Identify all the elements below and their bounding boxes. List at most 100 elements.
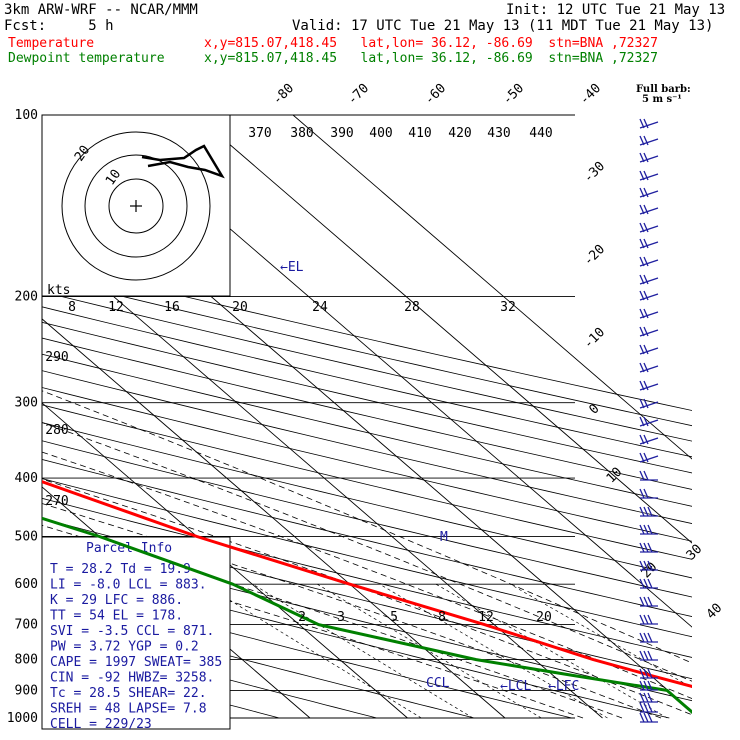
wind-barb-flag: [643, 506, 649, 517]
wind-barb-flag: [639, 170, 645, 181]
mixing-ratio-label: 3: [337, 610, 345, 625]
mixing-ratio-line: [252, 583, 474, 719]
isotherm-line: [42, 234, 603, 719]
wind-barb-flag: [639, 222, 645, 233]
pressure-label: 700: [15, 618, 38, 633]
wind-barb-flag: [647, 632, 653, 643]
wind-barb-flag: [643, 560, 649, 571]
theta-label: 390: [330, 126, 353, 141]
isotherm-label: -40: [577, 81, 604, 108]
isotherm-label: -70: [345, 81, 372, 108]
wind-barb: [639, 416, 659, 427]
barb-title: Full barb:: [636, 84, 691, 95]
wind-barb-flag: [643, 222, 649, 233]
theta-label: 370: [248, 126, 271, 141]
wind-barb: [639, 650, 658, 661]
wind-barb-flag: [647, 506, 653, 517]
wind-barb-flag: [639, 274, 645, 285]
dry-adiabat-line: [42, 582, 572, 719]
wind-barb-flag: [639, 434, 645, 445]
wind-barb: [639, 434, 659, 445]
wind-barb: [639, 506, 658, 517]
wind-barb: [639, 692, 658, 703]
wind-barb-flag: [643, 344, 649, 355]
wind-barb: [639, 542, 658, 553]
wind-barb-flag: [643, 416, 649, 427]
hodograph-trace: [141, 144, 225, 179]
wind-barb-flag: [643, 274, 649, 285]
parcel-info-row: CIN = -92 HWBZ= 3258.: [50, 671, 214, 686]
parcel-info-row: CAPE = 1997 SWEAT= 385: [50, 655, 222, 670]
theta-label: 280: [45, 423, 68, 438]
isotherm-label: 30: [684, 542, 706, 564]
theta-label: 380: [290, 126, 313, 141]
wind-barb: [639, 398, 659, 409]
wind-barb: [639, 712, 658, 723]
theta-label: 430: [487, 126, 510, 141]
barb-units: 5 m s⁻¹: [642, 94, 682, 105]
theta-label: 270: [45, 494, 68, 509]
wind-barb-flag: [647, 692, 653, 703]
wind-barb: [639, 596, 658, 607]
wind-barb-flag: [639, 712, 645, 723]
wind-barb-flag: [647, 680, 653, 691]
hodograph-scale-label: 32: [500, 300, 516, 315]
dry-adiabat-line: [42, 605, 475, 719]
wind-barb: [639, 632, 658, 643]
wind-barb-flag: [639, 326, 645, 337]
mixing-ratio-line: [435, 583, 668, 719]
wind-barb: [639, 326, 659, 337]
pressure-label: 800: [15, 653, 38, 668]
wind-barb: [639, 470, 658, 481]
temperature-location: x,y=815.07,418.45 lat,lon= 36.12, -86.69…: [204, 36, 658, 51]
parcel-info-row: T = 28.2 Td = 19.9: [50, 562, 191, 577]
wind-barb: [639, 380, 659, 391]
hodograph-units-label: kts: [47, 283, 70, 298]
parcel-info-row: LI = -8.0 LCL = 883.: [50, 578, 207, 593]
wind-barb-flag: [639, 187, 645, 198]
wind-barb-flag: [643, 434, 649, 445]
wind-barb: [639, 578, 658, 589]
wind-barb-flag: [647, 668, 653, 679]
isotherm-line: [195, 115, 692, 544]
wind-barb-flag: [639, 470, 645, 481]
hodograph-ring-label: 20: [72, 143, 93, 164]
dry-adiabat-line: [42, 353, 692, 507]
wind-barb-flag: [639, 135, 645, 146]
wind-barb-flag: [643, 650, 649, 661]
wind-barb: [639, 135, 659, 146]
wind-barb-flag: [643, 680, 649, 691]
mixing-ratio-line: [203, 583, 422, 719]
isotherm-label: -10: [581, 325, 608, 352]
dewpoint-location: x,y=815.07,418.45 lat,lon= 36.12, -86.69…: [204, 51, 658, 66]
dry-adiabat-line: [42, 321, 692, 474]
dry-adiabat-line: [42, 337, 692, 490]
wind-barb-flag: [643, 712, 649, 723]
pressure-label: 300: [15, 396, 38, 411]
pressure-label: 500: [15, 529, 38, 544]
wind-barb-flag: [643, 488, 649, 499]
isotherm-label: 0: [586, 401, 602, 417]
parcel-info-row: Tc = 28.5 SHEAR= 22.: [50, 686, 207, 701]
wind-barb-flag: [643, 238, 649, 249]
isotherm-label: -50: [500, 81, 527, 108]
hodograph-scale-label: 24: [312, 300, 328, 315]
level-annotation: CCL: [426, 676, 450, 691]
mixing-ratio-label: 2: [298, 610, 306, 625]
wind-barb: [639, 290, 659, 301]
hodograph-ring: [84, 154, 188, 258]
wind-barb: [639, 238, 659, 249]
mixing-ratio-label: 5: [390, 610, 398, 625]
wind-barb-flag: [639, 668, 645, 679]
wind-barb-flag: [639, 702, 645, 713]
dry-adiabat-line: [42, 422, 692, 579]
dry-adiabat-line: [42, 497, 692, 658]
wind-barb-flag: [639, 204, 645, 215]
wind-barb-flag: [643, 204, 649, 215]
theta-label: 420: [448, 126, 471, 141]
wind-barb: [639, 204, 659, 215]
mixing-ratio-line: [510, 583, 692, 688]
wind-barb-flag: [639, 362, 645, 373]
parcel-info-box: [41, 536, 231, 730]
